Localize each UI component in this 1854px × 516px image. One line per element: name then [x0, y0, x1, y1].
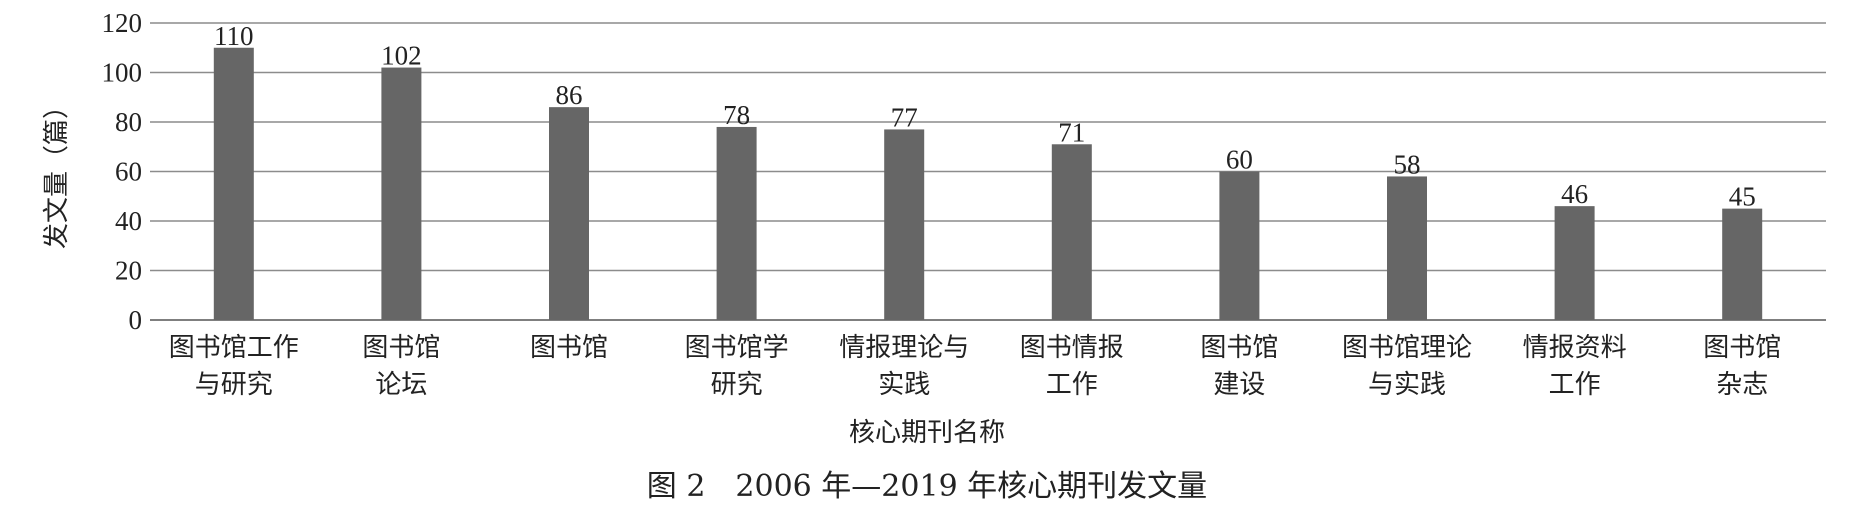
y-tick-label: 60 [115, 157, 142, 187]
y-tick-label: 0 [129, 305, 143, 335]
x-tick-label: 图书馆学 [685, 333, 789, 363]
bars [213, 47, 1763, 321]
data-label: 110 [214, 21, 254, 51]
data-label: 45 [1729, 182, 1756, 212]
x-tick-label: 工作 [1549, 370, 1601, 400]
x-tick-label: 工作 [1046, 370, 1098, 400]
y-tick-label: 120 [102, 8, 143, 38]
y-tick-label: 20 [115, 256, 142, 286]
data-label: 60 [1226, 145, 1253, 175]
bar [1387, 176, 1427, 320]
y-tick-label: 40 [115, 206, 142, 236]
data-labels: 110 102 86 78 77 71 60 58 46 45 [214, 21, 1756, 212]
bar [1722, 208, 1763, 320]
bar [884, 129, 925, 320]
y-tick-label: 80 [115, 107, 142, 137]
x-tick-label: 情报资料 [1523, 333, 1627, 363]
x-tick-label: 图书馆 [530, 333, 608, 363]
bar [549, 107, 589, 321]
bar [1219, 171, 1260, 320]
x-tick-label: 图书馆 [1703, 333, 1781, 363]
bar [381, 67, 422, 320]
y-tick-label: 100 [102, 58, 143, 88]
bar [1051, 144, 1092, 320]
data-label: 86 [556, 80, 583, 110]
data-label: 78 [723, 100, 750, 130]
x-tick-label: 图书馆 [362, 333, 440, 363]
x-tick-label: 与研究 [195, 370, 273, 400]
x-tick-label: 图书情报 [1020, 333, 1124, 363]
x-tick-label: 图书馆理论 [1342, 333, 1472, 363]
bar [213, 47, 254, 320]
x-tick-label: 研究 [711, 370, 763, 400]
data-label: 71 [1058, 117, 1085, 147]
x-tick-label: 图书馆 [1200, 333, 1278, 363]
bar [716, 126, 757, 320]
data-label: 58 [1394, 149, 1421, 179]
data-label: 102 [381, 41, 422, 71]
x-tick-label: 杂志 [1716, 370, 1768, 400]
x-tick-label: 图书馆工作 [169, 333, 299, 363]
x-tick-label: 论坛 [375, 370, 427, 400]
y-axis-title: 发文量（篇） [42, 93, 72, 249]
bar [1554, 206, 1595, 320]
x-tick-label: 实践 [878, 370, 930, 400]
y-axis-ticks: 0 20 40 60 80 100 120 [102, 8, 143, 335]
x-axis-title: 核心期刊名称 [849, 418, 1005, 448]
x-tick-label: 建设 [1213, 370, 1265, 400]
x-tick-label: 与实践 [1368, 370, 1446, 400]
data-label: 46 [1561, 179, 1588, 209]
x-tick-label: 情报理论与 [839, 333, 969, 363]
figure-caption: 图 2 2006 年—2019 年核心期刊发文量 [647, 469, 1207, 504]
data-label: 77 [891, 102, 918, 132]
gridlines [150, 22, 1826, 321]
